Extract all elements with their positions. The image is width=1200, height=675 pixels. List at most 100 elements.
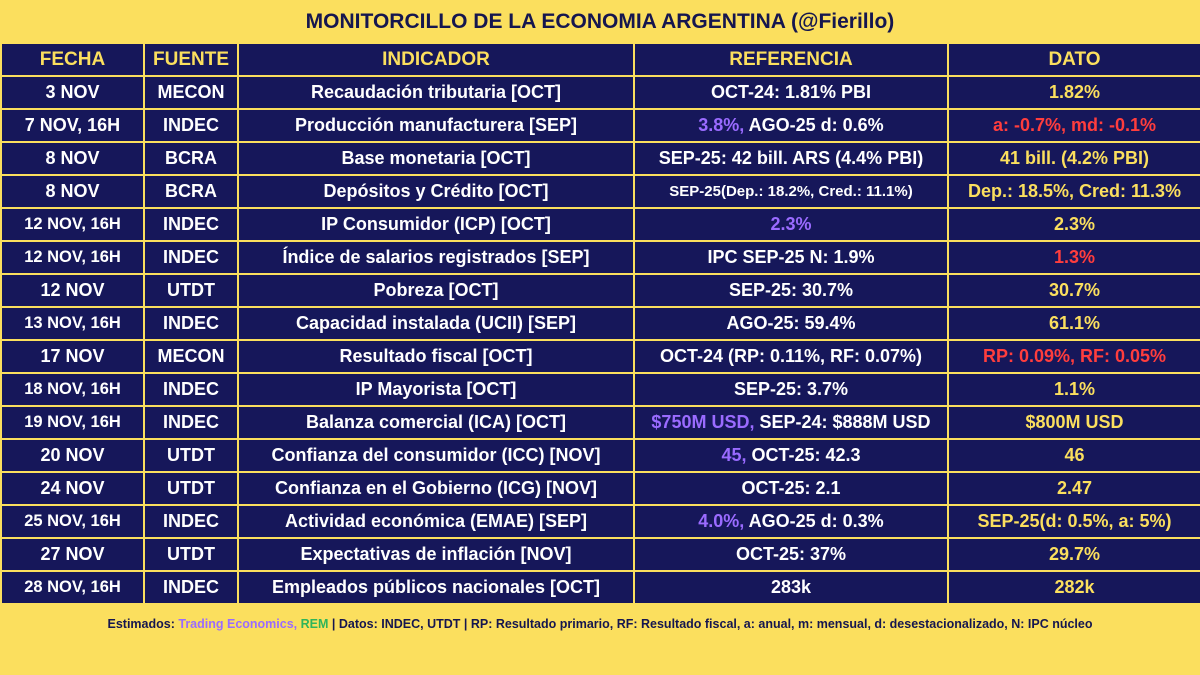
reference-cell: 45, OCT-25: 42.3	[633, 438, 949, 473]
indicator-cell: Expectativas de inflación [NOV]	[237, 537, 635, 572]
table-row: 8 NOV BCRA Base monetaria [OCT] SEP-25: 42 …	[0, 141, 1200, 176]
reference: OCT-25: 42.3	[751, 445, 861, 465]
table: FECHA FUENTE INDICADOR REFERENCIA DATO 3 NOV…	[0, 42, 1200, 605]
indicator-cell: Resultado fiscal [OCT]	[237, 339, 635, 374]
source-cell: MECON	[143, 339, 239, 374]
reference-cell: 2.3%	[633, 207, 949, 242]
reference: SEP-25: 30.7%	[728, 280, 854, 300]
source-cell: MECON	[143, 75, 239, 110]
table-body: 3 NOV MECON Recaudación tributaria [OCT] OC…	[0, 75, 1200, 605]
indicator-cell: Pobreza [OCT]	[237, 273, 635, 308]
reference-cell: OCT-25: 37%	[633, 537, 949, 572]
table-row: 17 NOV MECON Resultado fiscal [OCT] OCT-24 …	[0, 339, 1200, 374]
date-cell: 20 NOV	[0, 438, 145, 473]
reference-cell: $750M USD, SEP-24: $888M USD	[633, 405, 949, 440]
date-cell: 13 NOV, 16H	[0, 306, 145, 341]
source-cell: UTDT	[143, 471, 239, 506]
indicator-cell: Empleados públicos nacionales [OCT]	[237, 570, 635, 605]
value-cell: SEP-25(d: 0.5%, a: 5%)	[947, 504, 1200, 539]
source-cell: INDEC	[143, 372, 239, 407]
source-cell: INDEC	[143, 570, 239, 605]
table-row: 12 NOV UTDT Pobreza [OCT] SEP-25: 30.7% 30.7…	[0, 273, 1200, 308]
column-header: DATO	[947, 42, 1200, 77]
column-header: INDICADOR	[237, 42, 635, 77]
reference-cell: SEP-25: 3.7%	[633, 372, 949, 407]
source-cell: INDEC	[143, 108, 239, 143]
table-row: 18 NOV, 16H INDEC IP Mayorista [OCT] SEP-25…	[0, 372, 1200, 407]
reference: SEP-25: 42 bill. ARS (4.4% PBI)	[658, 148, 924, 168]
source-cell: UTDT	[143, 438, 239, 473]
date-cell: 27 NOV	[0, 537, 145, 572]
footer-label: Estimados:	[107, 617, 175, 631]
estimate: 45,	[721, 445, 747, 465]
value-cell: 29.7%	[947, 537, 1200, 572]
value-cell: 41 bill. (4.2% PBI)	[947, 141, 1200, 176]
value-cell: 1.3%	[947, 240, 1200, 275]
date-cell: 28 NOV, 16H	[0, 570, 145, 605]
estimate: 4.0%,	[698, 511, 745, 531]
reference-cell: OCT-24 (RP: 0.11%, RF: 0.07%)	[633, 339, 949, 374]
estimate: 3.8%,	[698, 115, 745, 135]
footer-notes: | Datos: INDEC, UTDT | RP: Resultado pri…	[331, 617, 1093, 631]
reference-cell: SEP-25(Dep.: 18.2%, Cred.: 11.1%)	[633, 174, 949, 209]
reference: 283k	[770, 577, 812, 597]
date-cell: 12 NOV	[0, 273, 145, 308]
value-cell: a: -0.7%, md: -0.1%	[947, 108, 1200, 143]
reference-cell: 4.0%, AGO-25 d: 0.3%	[633, 504, 949, 539]
table-row: 19 NOV, 16H INDEC Balanza comercial (ICA) …	[0, 405, 1200, 440]
indicator-cell: Recaudación tributaria [OCT]	[237, 75, 635, 110]
table-row: 8 NOV BCRA Depósitos y Crédito [OCT] SEP-25…	[0, 174, 1200, 209]
date-cell: 24 NOV	[0, 471, 145, 506]
reference: SEP-25(Dep.: 18.2%, Cred.: 11.1%)	[669, 183, 913, 200]
indicator-cell: IP Consumidor (ICP) [OCT]	[237, 207, 635, 242]
indicator-cell: Producción manufacturera [SEP]	[237, 108, 635, 143]
reference-cell: SEP-25: 30.7%	[633, 273, 949, 308]
date-cell: 12 NOV, 16H	[0, 240, 145, 275]
value-cell: 1.82%	[947, 75, 1200, 110]
indicator-cell: IP Mayorista [OCT]	[237, 372, 635, 407]
date-cell: 17 NOV	[0, 339, 145, 374]
date-cell: 12 NOV, 16H	[0, 207, 145, 242]
source-cell: UTDT	[143, 537, 239, 572]
column-header: FUENTE	[143, 42, 239, 77]
value-cell: 30.7%	[947, 273, 1200, 308]
table-row: 24 NOV UTDT Confianza en el Gobierno (ICG)…	[0, 471, 1200, 506]
value-cell: 2.3%	[947, 207, 1200, 242]
source-cell: INDEC	[143, 306, 239, 341]
table-row: 28 NOV, 16H INDEC Empleados públicos nacio…	[0, 570, 1200, 605]
value-cell: $800M USD	[947, 405, 1200, 440]
table-row: 27 NOV UTDT Expectativas de inflación [NOV…	[0, 537, 1200, 572]
source-cell: INDEC	[143, 207, 239, 242]
indicator-cell: Depósitos y Crédito [OCT]	[237, 174, 635, 209]
reference-cell: IPC SEP-25 N: 1.9%	[633, 240, 949, 275]
reference-cell: 283k	[633, 570, 949, 605]
reference-cell: OCT-25: 2.1	[633, 471, 949, 506]
column-header: REFERENCIA	[633, 42, 949, 77]
indicator-cell: Índice de salarios registrados [SEP]	[237, 240, 635, 275]
source-cell: INDEC	[143, 240, 239, 275]
table-row: 12 NOV, 16H INDEC IP Consumidor (ICP) [OCT…	[0, 207, 1200, 242]
estimate: 2.3%	[770, 214, 812, 234]
reference-cell: SEP-25: 42 bill. ARS (4.4% PBI)	[633, 141, 949, 176]
table-row: 7 NOV, 16H INDEC Producción manufacturera …	[0, 108, 1200, 143]
reference: SEP-25: 3.7%	[733, 379, 849, 399]
value-cell: 61.1%	[947, 306, 1200, 341]
footer-source: Trading Economics,	[178, 617, 298, 631]
value-cell: 2.47	[947, 471, 1200, 506]
value-cell: RP: 0.09%, RF: 0.05%	[947, 339, 1200, 374]
title: MONITORCILLO DE LA ECONOMIA ARGENTINA (@…	[305, 10, 895, 33]
value-cell: Dep.: 18.5%, Cred: 11.3%	[947, 174, 1200, 209]
table-row: 12 NOV, 16H INDEC Índice de salarios regis…	[0, 240, 1200, 275]
indicator-cell: Actividad económica (EMAE) [SEP]	[237, 504, 635, 539]
date-cell: 8 NOV	[0, 174, 145, 209]
reference: IPC SEP-25 N: 1.9%	[707, 247, 875, 267]
indicator-cell: Base monetaria [OCT]	[237, 141, 635, 176]
reference: SEP-24: $888M USD	[759, 412, 931, 432]
reference: AGO-25: 59.4%	[726, 313, 856, 333]
indicator-cell: Confianza del consumidor (ICC) [NOV]	[237, 438, 635, 473]
footer: Estimados: Trading Economics, REM | Dato…	[0, 605, 1200, 643]
value-cell: 1.1%	[947, 372, 1200, 407]
source-cell: INDEC	[143, 405, 239, 440]
column-header: FECHA	[0, 42, 145, 77]
